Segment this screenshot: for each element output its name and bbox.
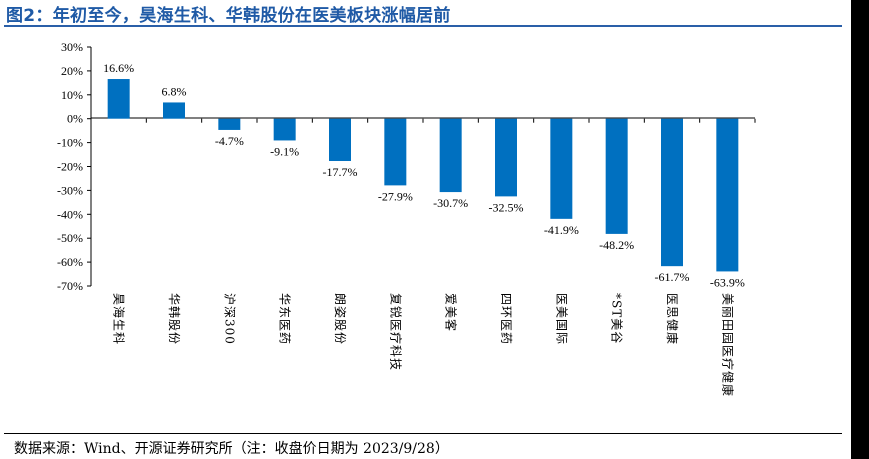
data-labels: 16.6% 6.8% -4.7% -9.1% -17.7% -27.9% -30.7% -32… <box>103 61 745 289</box>
y-axis-ticks: 30% 20% 10% 0% -10% -20% -30% -40% -50% -60% -70% <box>57 40 756 293</box>
bar <box>329 118 351 162</box>
bar <box>605 118 628 234</box>
data-label: -30.7% <box>433 196 468 210</box>
category-label: 昊海生科 <box>112 293 127 345</box>
data-label: -4.7% <box>215 134 244 148</box>
data-label: -63.9% <box>710 275 745 289</box>
bar <box>550 118 573 219</box>
data-label: -27.9% <box>378 189 413 203</box>
chart-title: 图2：年初至今，昊海生科、华韩股份在医美板块涨幅居前 <box>6 6 451 26</box>
bar-chart: 30%20%10%0%-10%-20%-30%-40%-50%-60%-70% … <box>57 40 756 397</box>
data-label: 6.8% <box>162 84 187 98</box>
bar <box>439 118 462 193</box>
category-labels: 昊海生科 华韩股份 沪深300 华东医药 朗姿股份 复锐医疗科技 爱美客 四环医药 医美国际 *S… <box>112 293 736 397</box>
category-label: 华韩股份 <box>167 293 182 345</box>
category-label: 华东医药 <box>278 293 292 345</box>
bar <box>107 79 130 119</box>
data-label: 16.6% <box>103 61 134 75</box>
data-label: -41.9% <box>544 223 579 237</box>
data-label: -17.7% <box>323 165 358 179</box>
y-tick-label: 0% <box>67 112 83 126</box>
category-label: *ST美谷 <box>610 293 624 344</box>
y-tick-label: -20% <box>57 160 83 174</box>
footer-divider <box>4 433 842 434</box>
bar <box>495 118 517 197</box>
data-label: -9.1% <box>270 144 299 158</box>
y-tick-label: -40% <box>57 207 83 221</box>
bar-series <box>107 79 739 272</box>
bar <box>163 102 185 119</box>
right-edge-strip <box>851 0 869 459</box>
category-label: 美丽田园医疗健康 <box>720 293 735 397</box>
y-tick-label: 30% <box>61 40 83 54</box>
title-divider <box>4 25 842 27</box>
category-label: 复锐医疗科技 <box>388 293 402 371</box>
bar <box>716 118 739 272</box>
y-tick-label: -30% <box>57 183 83 197</box>
data-label: -48.2% <box>599 238 634 252</box>
category-label: 医思健康 <box>665 293 680 345</box>
category-label: 医美国际 <box>554 293 568 345</box>
data-label: -61.7% <box>655 270 690 284</box>
bar <box>273 118 296 141</box>
bar <box>218 118 241 130</box>
category-label: 朗姿股份 <box>333 293 347 345</box>
y-tick-label: 20% <box>61 64 83 78</box>
y-tick-label: -60% <box>57 255 83 269</box>
y-tick-label: -70% <box>57 279 83 293</box>
category-label: 四环医药 <box>499 293 513 345</box>
y-tick-label: 10% <box>61 88 83 102</box>
bar <box>384 118 407 186</box>
y-tick-label: -50% <box>57 231 83 245</box>
y-tick-label: -10% <box>57 136 83 150</box>
bar <box>661 118 683 267</box>
category-label: 爱美客 <box>444 293 459 332</box>
source-note: 数据来源：Wind、开源证券研究所（注：收盘价日期为 2023/9/28） <box>14 441 449 457</box>
category-label: 沪深300 <box>222 293 236 345</box>
data-label: -32.5% <box>489 200 524 214</box>
